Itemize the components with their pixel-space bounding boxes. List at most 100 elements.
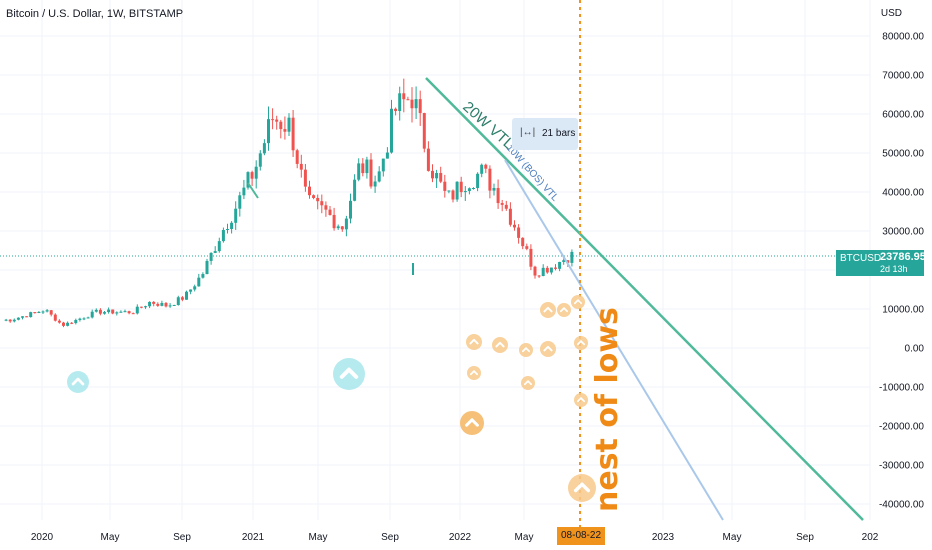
x-tick-label: 202 [862,532,879,543]
wedge-accent [247,182,259,199]
last-price-tag: BTCUSD 23786.95 2d 13h [836,250,926,276]
candle-body [447,190,451,192]
candle-body [303,169,307,187]
arrow-up-right-icon [460,411,484,435]
icon-circle [519,343,533,357]
icon-circle [568,474,596,502]
candle-body [369,159,373,187]
candle-body [37,312,41,314]
date-marker-tag: 08-08-22 [557,527,605,545]
candle-body [402,93,406,100]
y-axis: 80000.00 70000.00 60000.00 50000.00 40000.00… [879,32,924,511]
candle-body [189,289,193,292]
trendline-10w [504,159,724,521]
icon-glyph [469,370,479,376]
icon-circle [521,376,535,390]
candle-body [98,309,102,314]
candle-body [94,309,98,312]
range-icon: |↔| [520,127,536,138]
candle-body [205,260,209,275]
candle-body [435,173,439,179]
icon-glyph [521,347,531,353]
candle-body [45,310,49,312]
candle-body [439,173,443,182]
candle-body [41,311,45,313]
candle-body [513,224,516,228]
arrow-up-icon [467,366,481,380]
y-tick-label: 50000.00 [882,149,924,160]
y-tick-label: -40000.00 [879,500,924,511]
icon-glyph [71,377,85,386]
candle-body [234,208,238,223]
candle-body [316,197,320,202]
candle-body [353,179,357,201]
candle-body [467,188,471,192]
x-tick-label: May [309,532,328,543]
price-tag-value: 23786.95 [880,251,926,263]
candle-body [299,163,303,170]
candle-body [410,99,414,109]
candle-body [373,181,377,187]
candle-body [4,319,8,321]
candle-body [488,168,492,191]
candle-body [492,188,496,191]
candle-body [29,312,33,318]
candle-body [558,261,562,269]
icon-glyph [576,340,586,346]
price-tag-symbol: BTCUSD [840,253,882,264]
candle-body [62,322,65,326]
candle-body [213,251,217,253]
candle-body [197,277,201,287]
icon-circle [492,337,508,353]
arrow-up-icon [574,336,588,350]
candle-body [66,322,70,326]
candle-body [201,274,205,278]
candle-body [262,143,266,154]
icon-glyph [573,482,591,493]
candle-body [246,172,250,188]
candle-body [209,252,213,261]
icon-circle [574,393,588,407]
candle-body [398,93,402,112]
icon-glyph [523,380,533,386]
icon-glyph [543,345,553,352]
x-tick-label: 2022 [449,532,472,543]
x-tick-label: May [101,532,120,543]
candle-body [480,164,484,174]
candle-body [131,313,135,315]
candle-body [533,266,537,276]
candle-body [521,237,525,247]
candle-body [21,316,24,318]
candle-body [377,171,381,182]
candle-body [156,303,160,306]
icon-circle [540,302,556,318]
candle-body [365,159,369,174]
candle-body [164,302,168,307]
y-tick-label: -10000.00 [879,383,924,394]
candle-body [312,195,316,198]
x-tick-label: 2020 [31,532,54,543]
candle-body [226,228,229,230]
icon-glyph [543,306,553,313]
candle-body [221,229,225,242]
candle-body [361,163,365,174]
candle-body [90,311,94,318]
candle-body [459,181,463,193]
candle-body [308,186,311,196]
candle-body [242,187,246,196]
candle-body [504,204,508,209]
candle-body [328,209,332,215]
candle-body [16,317,20,320]
arrow-icons-layer [67,295,596,502]
arrow-up-icon [540,341,556,357]
icon-circle [67,371,89,393]
candle-body [180,297,184,300]
candle-body [451,190,455,200]
candle-body [139,306,143,308]
candle-body [385,152,389,159]
candle-body [390,108,393,153]
candle-body [455,181,459,200]
bars-count-box[interactable]: |↔| 21 bars [512,118,578,150]
candle-body [566,260,570,263]
